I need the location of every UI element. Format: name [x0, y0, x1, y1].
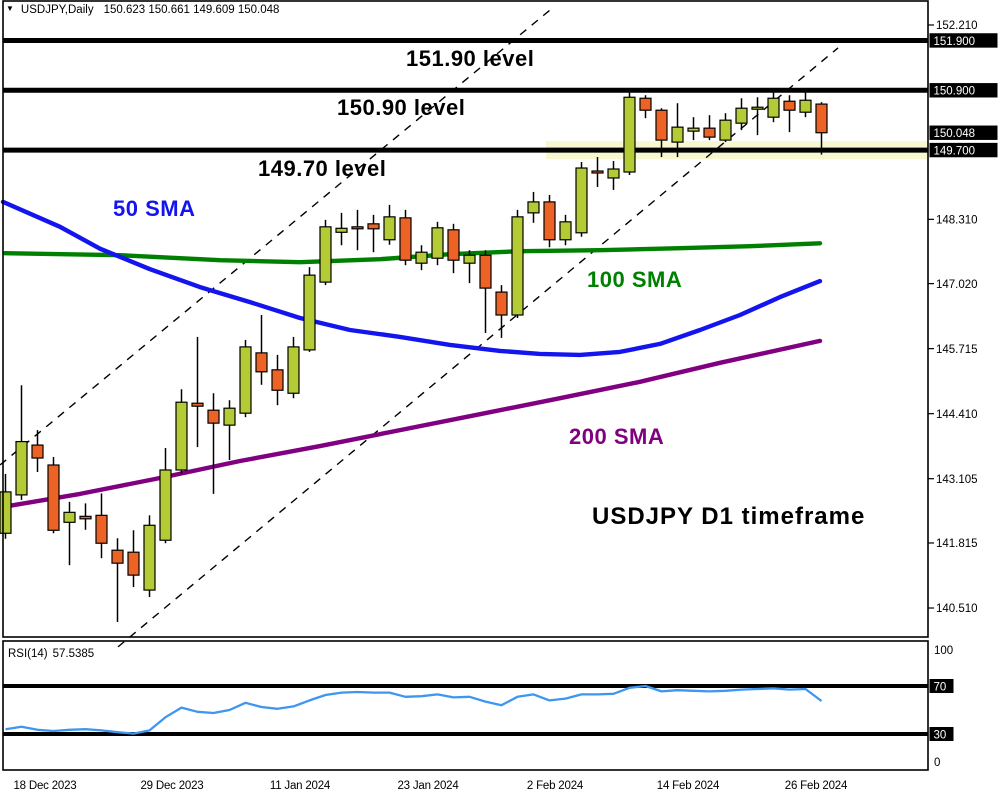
chart-header: ▼ USDJPY,Daily 150.623 150.661 149.609 150…: [6, 4, 279, 16]
candle-bear: [95, 514, 108, 544]
candle-bull: [511, 216, 524, 316]
candle-bull: [751, 106, 764, 110]
candle-bear: [271, 369, 284, 391]
candle-bull: [303, 274, 316, 351]
candle-bull: [431, 227, 444, 259]
date-axis-label: 23 Jan 2024: [397, 780, 459, 792]
candle-bull: [0, 491, 12, 534]
candle-bull: [287, 346, 300, 394]
candle-bear: [703, 127, 716, 138]
candle-bear: [79, 515, 92, 520]
candle-bear: [47, 464, 60, 531]
date-axis-label: 2 Feb 2024: [527, 780, 584, 792]
candle-bull: [63, 511, 76, 523]
date-axis-label: 18 Dec 2023: [13, 780, 76, 792]
symbol-period-label: USDJPY,Daily: [20, 4, 94, 16]
price-axis-badge-text: 150.900: [934, 86, 976, 98]
candle-bull: [623, 96, 636, 173]
price-panel-border: [2, 0, 929, 638]
candle-bull: [527, 201, 540, 214]
date-axis-label: 26 Feb 2024: [785, 780, 848, 792]
date-axis-label: 11 Jan 2024: [270, 780, 331, 792]
candle-bear: [127, 551, 140, 576]
price-axis-label: 145.715: [936, 344, 978, 356]
rsi-axis-badge-text: 70: [934, 681, 947, 693]
candle-bear: [655, 109, 668, 141]
rsi-line: [5, 684, 823, 735]
price-axis-badge-text: 150.048: [934, 128, 976, 140]
candle-bear: [815, 103, 828, 134]
candle-bear: [447, 229, 460, 261]
price-axis-label: 141.815: [936, 538, 978, 550]
candle-bull: [767, 97, 780, 118]
candle-bull: [175, 401, 188, 471]
candle-bear: [639, 97, 652, 111]
price-axis-label: 143.105: [936, 474, 978, 486]
price-axis-badge: [929, 33, 998, 48]
candle-bear: [783, 100, 796, 111]
candle-bull: [159, 469, 172, 541]
price-axis-label: 148.310: [936, 215, 978, 227]
price-axis-label: 147.020: [936, 279, 978, 291]
candle-bull: [687, 127, 700, 132]
candle-bull: [223, 407, 236, 426]
rsi-indicator-label: RSI(14) 57.5385: [8, 648, 95, 660]
price-axis-label: 144.410: [936, 409, 978, 421]
candle-bear: [351, 226, 364, 230]
candle-bear: [495, 291, 508, 316]
candle-bull: [15, 440, 28, 496]
rsi-panel-border: [2, 640, 929, 771]
candle-bull: [319, 226, 332, 283]
candle-bull: [415, 251, 428, 264]
candle-bear: [543, 201, 556, 241]
candle-bear: [367, 223, 380, 230]
price-axis-label: 140.510: [936, 603, 978, 615]
sma50-line: [0, 199, 823, 358]
symbol-dropdown-arrow-icon[interactable]: ▼: [6, 4, 14, 13]
candle-bull: [607, 168, 620, 179]
rsi-axis-badge: [929, 727, 954, 741]
candle-bull: [463, 254, 476, 264]
candle-bear: [31, 444, 44, 459]
candle-bull: [719, 119, 732, 141]
candle-bull: [559, 221, 572, 241]
rsi-axis-label: 0: [934, 757, 940, 769]
price-axis-badge: [929, 83, 998, 98]
price-axis-label: 152.210: [936, 20, 978, 32]
candle-bull: [335, 227, 348, 233]
candle-bull: [239, 346, 252, 414]
candle-bear: [191, 402, 204, 407]
price-axis-badge: [929, 125, 998, 140]
sma200-line: [0, 338, 823, 510]
candle-bear: [111, 549, 124, 564]
candle-bear: [591, 170, 604, 174]
candle-bear: [207, 409, 220, 424]
price-axis-badge-text: 151.900: [934, 36, 976, 48]
candle-bull: [735, 107, 748, 124]
candle-bear: [399, 217, 412, 261]
price-axis-badge: [929, 142, 998, 158]
rsi-axis-label: 100: [934, 645, 953, 657]
candle-bear: [255, 352, 268, 373]
rsi-axis-badge-text: 30: [934, 729, 947, 741]
date-axis-label: 29 Dec 2023: [140, 780, 203, 792]
price-axis-badge-text: 149.700: [934, 145, 976, 157]
candle-bear: [479, 254, 492, 289]
candle-bull: [143, 524, 156, 591]
candle-bull: [799, 99, 812, 113]
candle-bull: [575, 167, 588, 234]
candle-bull: [383, 216, 396, 241]
date-axis-label: 14 Feb 2024: [657, 780, 720, 792]
ohlc-values: 150.623 150.661 149.609 150.048: [103, 4, 280, 16]
rsi-axis-badge: [929, 679, 954, 693]
candle-bull: [671, 126, 684, 143]
